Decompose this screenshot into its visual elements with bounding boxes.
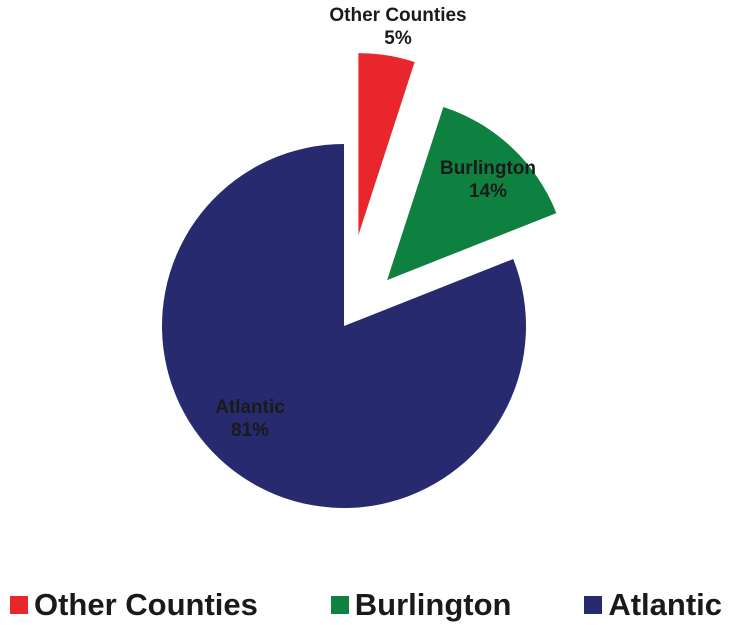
legend-item-other-counties: Other Counties [10,587,258,623]
pie-slice-burlington [387,106,557,281]
legend-item-burlington: Burlington [330,587,512,623]
legend-swatch-other-counties [10,596,28,614]
slice-labels: Other Counties 5% Burlington 14% Atlantic 81% [215,5,536,441]
chart-legend: Other Counties Burlington Atlantic [10,585,722,625]
legend-item-atlantic: Atlantic [584,587,722,623]
legend-label-other-counties: Other Counties [34,587,258,622]
pie-slice-atlantic [161,144,526,509]
slice-label-other-counties: Other Counties 5% [329,5,466,49]
legend-swatch-atlantic [584,596,603,614]
slice-name-atlantic: Atlantic [215,397,285,418]
slice-percent-atlantic: 81% [231,420,269,441]
slice-percent-burlington: 14% [469,181,507,202]
legend-label-burlington: Burlington [354,587,512,622]
slice-name-burlington: Burlington [440,158,536,179]
slice-label-atlantic: Atlantic 81% [215,397,285,441]
slice-name-other-counties: Other Counties [329,5,466,26]
pie-slice-other-counties [358,53,415,236]
slice-percent-other-counties: 5% [384,28,412,49]
slice-label-burlington: Burlington 14% [440,158,536,202]
legend-label-atlantic: Atlantic [608,587,722,622]
pie-slices [161,53,557,509]
legend-swatch-burlington [330,596,349,614]
